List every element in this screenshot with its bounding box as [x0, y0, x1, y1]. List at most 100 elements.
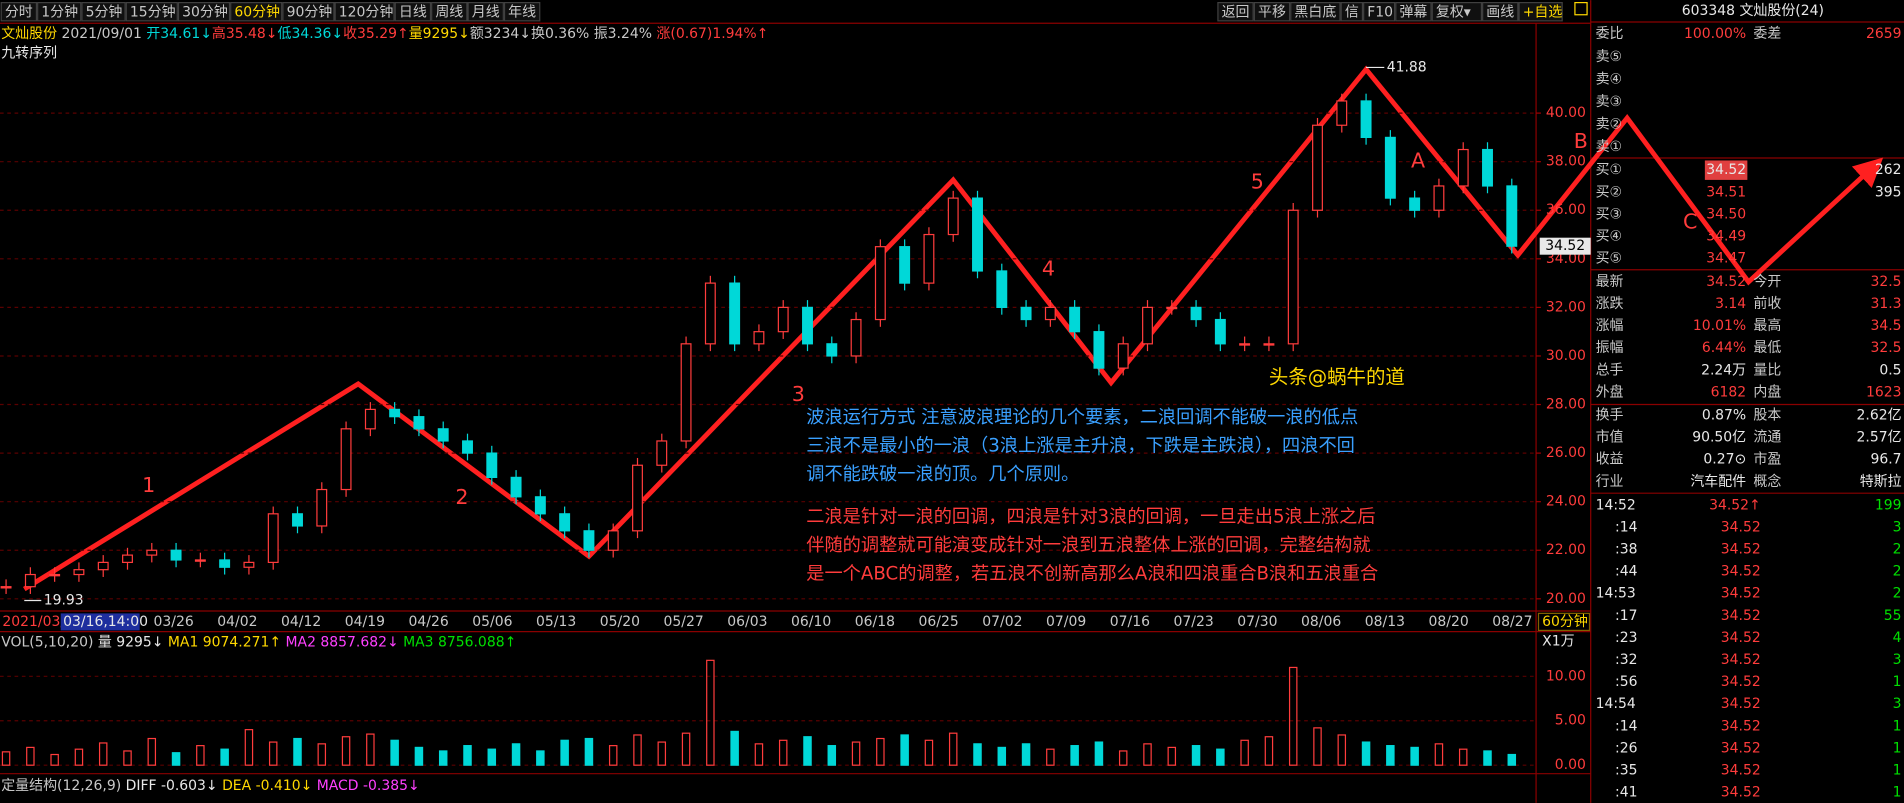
- wave-label: A: [1411, 149, 1425, 173]
- candle: [24, 573, 36, 588]
- wave-label: B: [1574, 129, 1588, 153]
- toolbar-button[interactable]: [431, 1, 468, 22]
- toolbar-label: 复权▾: [1436, 3, 1471, 20]
- toolbar-button[interactable]: [394, 1, 432, 22]
- candle: [1287, 209, 1299, 345]
- buy-label: 买⑤: [1596, 251, 1622, 267]
- toolbar-label: 平移: [1258, 4, 1286, 20]
- toolbar-button[interactable]: [282, 1, 335, 22]
- volume-bar: [851, 741, 861, 766]
- toolbar-button[interactable]: [1363, 1, 1396, 22]
- volume-bar: [584, 737, 594, 766]
- candle: [170, 549, 182, 561]
- toolbar-button[interactable]: [1482, 1, 1519, 22]
- candle: [316, 488, 328, 527]
- toolbar-button[interactable]: [1290, 1, 1341, 22]
- info-segment: 高35.48↓: [212, 25, 278, 42]
- candle: [219, 559, 231, 568]
- quote-cell: 10.01%: [1693, 318, 1746, 334]
- tick-price: 34.52: [1721, 630, 1761, 646]
- window-icon[interactable]: [1574, 1, 1588, 16]
- volume-bar: [1361, 741, 1371, 766]
- toolbar-button[interactable]: [81, 1, 126, 22]
- candle: [583, 530, 595, 551]
- volume-bar: [1240, 739, 1249, 766]
- wave-label: 5: [1251, 169, 1264, 193]
- volume-bar: [1458, 748, 1468, 766]
- candle: [1117, 343, 1129, 369]
- candle: [777, 306, 789, 333]
- toolbar-button[interactable]: [37, 1, 82, 22]
- info-segment: 文灿股份: [1, 26, 61, 42]
- volume-bar: [390, 739, 399, 766]
- toolbar-button[interactable]: [177, 1, 231, 22]
- volume-bar: [536, 750, 545, 766]
- quote-cell: 34.52: [1706, 274, 1746, 290]
- toolbar-label: 90分钟: [287, 3, 333, 20]
- sell-label: 卖①: [1596, 139, 1622, 155]
- tick-time: :14: [1615, 718, 1638, 734]
- volume-bar: [98, 742, 108, 766]
- x-tick-label: 06/25: [919, 614, 959, 630]
- candle: [1239, 343, 1251, 346]
- info-segment: 涨(0.67)1.94%↑: [656, 26, 768, 42]
- y-tick-label: 36.00: [1546, 202, 1586, 218]
- tick-time: :32: [1615, 652, 1637, 668]
- candle: [1312, 124, 1323, 211]
- toolbar-label: F10: [1367, 4, 1393, 20]
- tick-time: :35: [1615, 763, 1637, 779]
- info-segment: MACD -0.385↓: [317, 778, 420, 794]
- x-tick-label: 07/09: [1046, 614, 1086, 630]
- toolbar-button[interactable]: [467, 1, 504, 22]
- y-tick-label: 10.00: [1546, 668, 1586, 684]
- quote-cell: 市盈: [1753, 451, 1781, 468]
- toolbar-button[interactable]: [0, 1, 38, 22]
- toolbar-button[interactable]: [334, 1, 395, 22]
- candle: [680, 343, 692, 442]
- quote-cell: 涨跌: [1596, 296, 1624, 312]
- x-tick-label: 03/26: [154, 614, 194, 630]
- toolbar-button[interactable]: [1253, 1, 1291, 22]
- volume-bar: [1167, 746, 1177, 766]
- toolbar-button[interactable]: [1518, 1, 1563, 22]
- quote-cell: 100.00%: [1684, 26, 1746, 42]
- candle: [1409, 197, 1421, 211]
- candle: [0, 586, 12, 589]
- tick-volume: 199: [1875, 497, 1902, 513]
- x-tick-label: 07/23: [1174, 614, 1214, 630]
- toolbar-button[interactable]: [1431, 1, 1483, 22]
- period-box[interactable]: [1537, 612, 1591, 631]
- candle: [267, 513, 279, 563]
- low-label: 19.93: [44, 593, 84, 609]
- toolbar-button[interactable]: [125, 1, 178, 22]
- volume-bar: [827, 745, 837, 766]
- info-line: 文灿股份 2021/09/01 开34.61↓高35.48↓低34.36↓收35…: [1, 25, 768, 42]
- buy-volume: 395: [1875, 184, 1902, 200]
- candle: [292, 513, 303, 527]
- x-tick-label: 04/19: [345, 614, 385, 630]
- volume-bar: [608, 745, 618, 766]
- tick-time: :17: [1615, 608, 1637, 624]
- watermark: 头条@蜗牛的道: [1269, 365, 1405, 388]
- quote-cell: 委差: [1753, 26, 1781, 42]
- candle: [1020, 306, 1032, 321]
- x-tick-label: 08/06: [1301, 614, 1341, 630]
- candle: [972, 197, 983, 272]
- candle: [1166, 306, 1178, 310]
- volume-bar: [754, 743, 764, 766]
- wave-label: 3: [792, 382, 805, 406]
- toolbar-button[interactable]: [230, 1, 283, 22]
- toolbar-button[interactable]: [1340, 1, 1364, 22]
- tick-volume: 2: [1893, 564, 1902, 580]
- candle: [850, 318, 862, 357]
- candle: [899, 246, 911, 284]
- toolbar-button[interactable]: [503, 1, 541, 22]
- tick-price: 34.52: [1721, 564, 1761, 580]
- toolbar-button[interactable]: [1217, 1, 1254, 22]
- buy-price: 34.49: [1706, 228, 1746, 244]
- x-tick-label: 06/10: [791, 614, 831, 630]
- candle: [1336, 100, 1348, 126]
- toolbar-button[interactable]: [1395, 1, 1432, 22]
- quote-cell: 特斯拉: [1860, 474, 1902, 490]
- toolbar-label: 黑白底: [1294, 4, 1336, 20]
